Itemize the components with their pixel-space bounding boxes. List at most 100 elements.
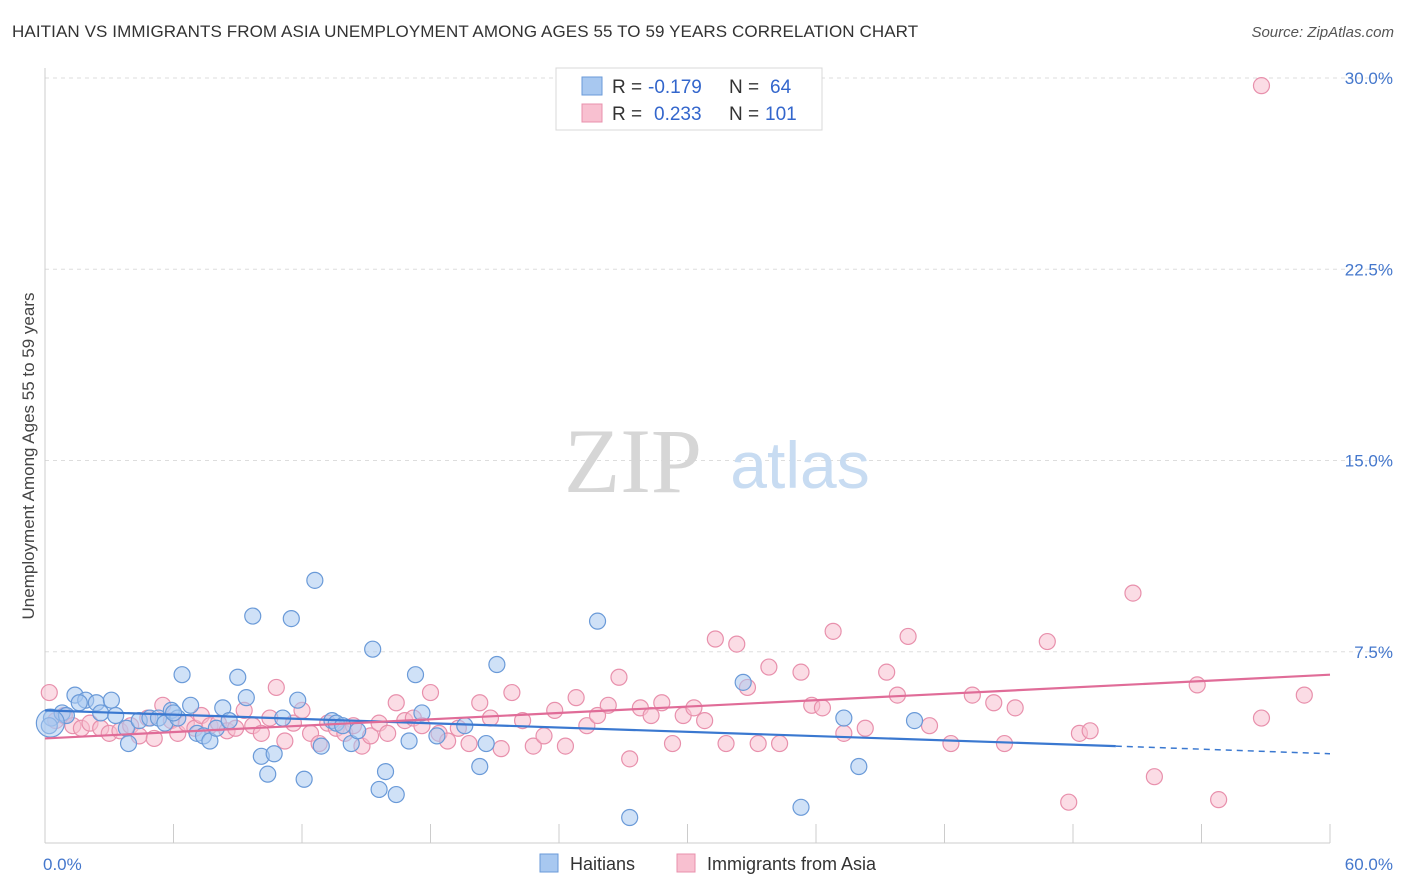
data-point-haitians xyxy=(588,612,607,630)
chart-title: HAITIAN VS IMMIGRANTS FROM ASIA UNEMPLOY… xyxy=(12,22,919,41)
data-point-haitians xyxy=(259,765,277,783)
gridlines xyxy=(45,77,1392,653)
data-point-haitians xyxy=(237,689,255,707)
data-point-haitians xyxy=(164,704,183,722)
y-tick-labels: 7.5% 15.0% 22.5% 30.0% xyxy=(1345,69,1393,662)
data-point-asia xyxy=(963,686,981,704)
data-point-haitians xyxy=(35,708,65,738)
trend-line-haitians xyxy=(44,709,1116,748)
data-point-haitians xyxy=(734,673,752,691)
data-point-asia xyxy=(1295,686,1313,704)
data-point-haitians xyxy=(107,706,125,725)
data-point-haitians xyxy=(400,732,418,750)
data-point-haitians xyxy=(244,607,262,625)
data-point-haitians xyxy=(428,727,446,745)
x-axis-ticks xyxy=(44,824,1331,843)
data-point-asia xyxy=(685,699,703,717)
data-point-haitians xyxy=(70,694,88,712)
data-point-haitians xyxy=(477,734,495,753)
data-point-haitians xyxy=(282,609,300,628)
data-point-asia xyxy=(145,729,163,748)
data-point-haitians xyxy=(229,668,247,686)
x-tick-label-max: 60.0% xyxy=(1345,855,1393,874)
data-point-asia xyxy=(1188,676,1206,694)
data-point-asia xyxy=(663,734,682,753)
data-point-asia xyxy=(471,694,489,712)
data-point-asia xyxy=(920,717,939,735)
data-point-haitians xyxy=(119,734,138,753)
data-point-haitians xyxy=(792,798,810,816)
data-point-haitians xyxy=(349,722,367,740)
data-point-asia xyxy=(749,734,767,753)
data-point-asia xyxy=(717,734,735,753)
data-point-asia xyxy=(492,740,510,758)
data-point-asia xyxy=(513,711,532,730)
data-point-haitians xyxy=(312,737,330,755)
data-point-asia xyxy=(40,683,58,702)
x-tick-label-min: 0.0% xyxy=(43,855,82,874)
trend-lines xyxy=(44,673,1331,755)
data-point-asia xyxy=(1038,632,1056,651)
y-tick-label: 22.5% xyxy=(1345,260,1393,279)
data-point-asia xyxy=(760,658,778,676)
legend-r-value-asia: 0.233 xyxy=(654,104,702,125)
data-point-asia xyxy=(942,734,960,753)
legend-n-value-asia: 101 xyxy=(765,104,797,125)
data-point-asia xyxy=(276,732,294,750)
data-point-asia xyxy=(856,719,874,737)
data-point-asia xyxy=(567,689,585,707)
bottom-legend-label-asia: Immigrants from Asia xyxy=(707,854,877,874)
data-point-asia xyxy=(728,635,746,653)
data-point-haitians xyxy=(102,691,120,709)
data-point-haitians xyxy=(364,640,382,658)
legend-n-label-haitians: N = xyxy=(729,77,759,98)
data-point-asia xyxy=(642,706,660,725)
data-point-haitians xyxy=(220,711,238,730)
data-point-asia xyxy=(813,699,832,717)
data-point-haitians xyxy=(207,719,225,737)
data-point-asia xyxy=(421,683,440,702)
data-point-haitians xyxy=(488,655,506,674)
data-point-haitians xyxy=(835,709,853,727)
bottom-legend-label-haitians: Haitians xyxy=(570,854,635,874)
y-tick-label: 30.0% xyxy=(1345,69,1393,88)
data-point-asia xyxy=(1210,791,1228,809)
data-point-asia xyxy=(824,622,842,640)
data-point-haitians xyxy=(306,571,324,589)
legend-r-label-asia: R = xyxy=(612,104,642,125)
data-point-haitians xyxy=(905,711,924,730)
legend-n-value-haitians: 64 xyxy=(770,77,792,98)
data-point-asia xyxy=(556,737,575,755)
data-point-haitians xyxy=(295,770,313,788)
legend-swatch-asia xyxy=(581,103,603,123)
data-point-asia xyxy=(696,711,714,730)
data-point-asia xyxy=(1124,584,1142,602)
y-tick-label: 7.5% xyxy=(1354,643,1393,662)
data-point-haitians xyxy=(387,785,405,804)
data-point-haitians xyxy=(376,762,395,781)
data-point-haitians xyxy=(456,717,474,735)
data-point-haitians xyxy=(370,780,388,799)
data-point-asia xyxy=(252,724,270,742)
data-point-haitians xyxy=(413,704,431,722)
legend-n-label-asia: N = xyxy=(729,104,759,125)
data-point-asia xyxy=(792,663,810,681)
data-point-asia xyxy=(1145,768,1163,786)
data-point-asia xyxy=(770,734,789,753)
bottom-legend-swatch-haitians xyxy=(539,853,559,873)
data-point-haitians xyxy=(850,757,868,776)
legend-swatch-haitians xyxy=(581,76,603,96)
trend-line-asia xyxy=(44,673,1331,740)
data-point-asia xyxy=(387,694,405,712)
data-point-haitians xyxy=(173,666,191,684)
data-point-asia xyxy=(503,683,521,702)
data-point-asia xyxy=(1252,709,1271,727)
data-point-asia xyxy=(878,663,896,681)
data-point-haitians xyxy=(289,691,307,709)
data-point-asia xyxy=(899,627,917,646)
series-legend: Haitians Immigrants from Asia xyxy=(539,853,877,874)
trend-line-haitians-extension xyxy=(1115,745,1331,755)
data-point-asia xyxy=(621,750,639,768)
data-point-asia xyxy=(1060,793,1078,811)
